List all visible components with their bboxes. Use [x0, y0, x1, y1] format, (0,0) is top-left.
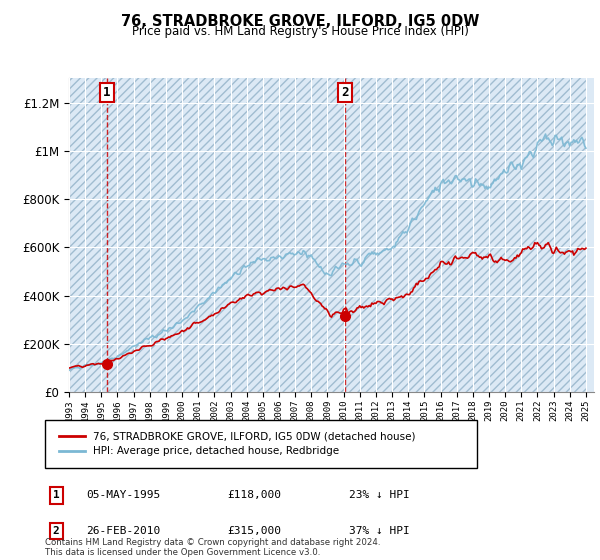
Text: 26-FEB-2010: 26-FEB-2010 — [86, 526, 161, 536]
Text: £315,000: £315,000 — [227, 526, 281, 536]
Text: 23% ↓ HPI: 23% ↓ HPI — [349, 491, 409, 501]
Legend: 76, STRADBROKE GROVE, ILFORD, IG5 0DW (detached house), HPI: Average price, deta: 76, STRADBROKE GROVE, ILFORD, IG5 0DW (d… — [55, 427, 420, 460]
Text: 1: 1 — [103, 86, 110, 99]
Text: 2: 2 — [341, 86, 349, 99]
Text: 1: 1 — [53, 491, 59, 501]
Text: Price paid vs. HM Land Registry's House Price Index (HPI): Price paid vs. HM Land Registry's House … — [131, 25, 469, 38]
Text: 2: 2 — [53, 526, 59, 536]
Text: £118,000: £118,000 — [227, 491, 281, 501]
Text: 05-MAY-1995: 05-MAY-1995 — [86, 491, 161, 501]
Text: 76, STRADBROKE GROVE, ILFORD, IG5 0DW: 76, STRADBROKE GROVE, ILFORD, IG5 0DW — [121, 14, 479, 29]
Text: Contains HM Land Registry data © Crown copyright and database right 2024.
This d: Contains HM Land Registry data © Crown c… — [45, 538, 380, 557]
FancyBboxPatch shape — [45, 420, 477, 468]
Text: 37% ↓ HPI: 37% ↓ HPI — [349, 526, 409, 536]
